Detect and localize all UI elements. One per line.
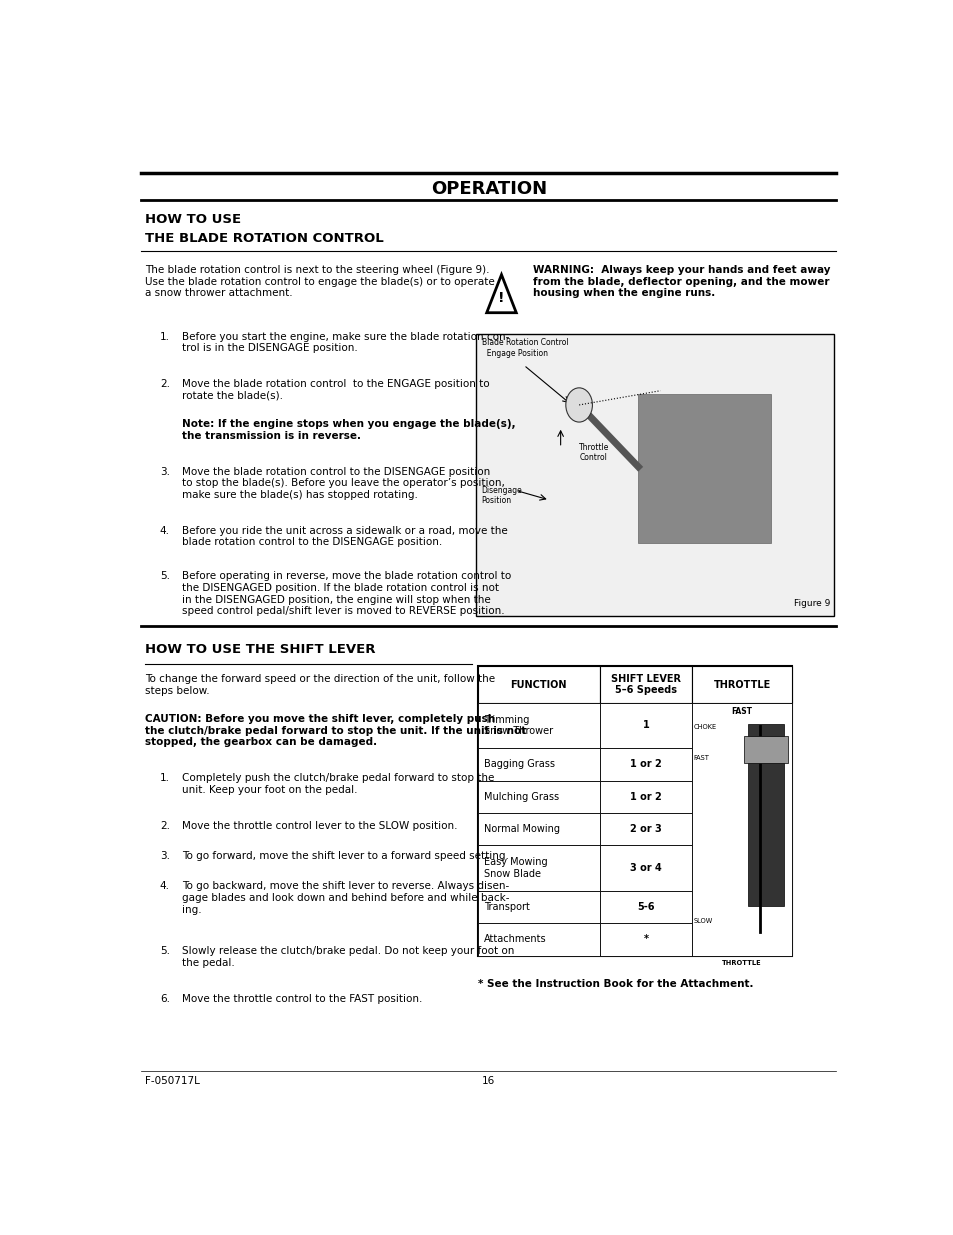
Circle shape [565, 388, 592, 422]
Text: F-050717L: F-050717L [145, 1077, 200, 1087]
Text: 5.: 5. [160, 946, 170, 956]
Text: 1 or 2: 1 or 2 [630, 792, 661, 802]
Bar [477, 703, 599, 748]
Bar [477, 890, 599, 924]
Text: 5.: 5. [160, 572, 170, 582]
Text: THROTTLE: THROTTLE [713, 679, 770, 689]
Text: SHIFT LEVER
5–6 Speeds: SHIFT LEVER 5–6 Speeds [610, 674, 680, 695]
Text: 4.: 4. [160, 882, 170, 892]
Text: To change the forward speed or the direction of the unit, follow the
steps below: To change the forward speed or the direc… [145, 674, 495, 695]
Text: SLOW: SLOW [693, 918, 712, 924]
Text: Before you start the engine, make sure the blade rotation con-
trol is in the DI: Before you start the engine, make sure t… [182, 332, 509, 353]
Text: The blade rotation control is next to the steering wheel (Figure 9).
Use the bla: The blade rotation control is next to th… [145, 266, 495, 299]
Text: FAST: FAST [693, 755, 709, 761]
Text: Trimming
Snow Thrower: Trimming Snow Thrower [483, 715, 553, 736]
Bar [535, 372, 807, 597]
Bar [599, 890, 692, 924]
Text: CAUTION: Before you move the shift lever, completely push
the clutch/brake pedal: CAUTION: Before you move the shift lever… [145, 714, 526, 747]
Bar [599, 813, 692, 845]
Text: Move the blade rotation control to the DISENGAGE position
to stop the blade(s). : Move the blade rotation control to the D… [182, 467, 504, 500]
Text: Transport: Transport [483, 902, 529, 913]
Text: 16: 16 [482, 1077, 495, 1087]
Text: WARNING:  Always keep your hands and feet away
from the blade, deflector opening: WARNING: Always keep your hands and feet… [532, 266, 829, 299]
Text: 3.: 3. [160, 851, 170, 861]
Text: *: * [643, 935, 648, 945]
Bar [743, 736, 787, 762]
Text: Figure 9: Figure 9 [793, 599, 830, 609]
Text: 1.: 1. [160, 332, 170, 342]
Text: Move the throttle control lever to the SLOW position.: Move the throttle control lever to the S… [182, 820, 457, 830]
Text: 2.: 2. [160, 379, 170, 389]
Text: 2 or 3: 2 or 3 [630, 824, 661, 834]
Text: Completely push the clutch/brake pedal forward to stop the
unit. Keep your foot : Completely push the clutch/brake pedal f… [182, 773, 494, 794]
Text: 4.: 4. [160, 526, 170, 536]
Bar [599, 781, 692, 813]
Text: Attachments: Attachments [483, 935, 546, 945]
Text: FAST: FAST [731, 708, 752, 716]
Text: THROTTLE: THROTTLE [721, 961, 761, 966]
Text: 3.: 3. [160, 467, 170, 477]
Bar [477, 667, 791, 956]
Text: Before you ride the unit across a sidewalk or a road, move the
blade rotation co: Before you ride the unit across a sidewa… [182, 526, 507, 547]
Text: * See the Instruction Book for the Attachment.: * See the Instruction Book for the Attac… [477, 979, 753, 989]
Bar [477, 924, 599, 956]
Bar [477, 813, 599, 845]
Bar [692, 667, 791, 703]
Bar [599, 845, 692, 890]
Text: Normal Mowing: Normal Mowing [483, 824, 559, 834]
Text: 2.: 2. [160, 820, 170, 830]
Text: Mulching Grass: Mulching Grass [483, 792, 558, 802]
Text: HOW TO USE THE SHIFT LEVER: HOW TO USE THE SHIFT LEVER [145, 642, 375, 656]
Text: HOW TO USE: HOW TO USE [145, 212, 241, 226]
Text: 5-6: 5-6 [637, 902, 654, 913]
Text: 6.: 6. [160, 994, 170, 1004]
Text: OPERATION: OPERATION [431, 179, 546, 198]
Bar [599, 748, 692, 781]
Bar [477, 748, 599, 781]
Bar [638, 394, 771, 543]
Bar [477, 781, 599, 813]
Text: 1.: 1. [160, 773, 170, 783]
Text: 1 or 2: 1 or 2 [630, 760, 661, 769]
Bar [599, 703, 692, 748]
Text: CHOKE: CHOKE [693, 724, 716, 730]
Text: 1: 1 [642, 720, 649, 730]
Text: Blade Rotation Control
  Engage Position: Blade Rotation Control Engage Position [481, 338, 568, 358]
Text: Move the blade rotation control  to the ENGAGE position to
rotate the blade(s).: Move the blade rotation control to the E… [182, 379, 489, 401]
Text: !: ! [497, 291, 504, 305]
Text: Throttle
Control: Throttle Control [578, 443, 609, 462]
Bar [599, 667, 692, 703]
Text: Move the throttle control to the FAST position.: Move the throttle control to the FAST po… [182, 994, 422, 1004]
Bar [477, 845, 599, 890]
Text: Easy Mowing
Snow Blade: Easy Mowing Snow Blade [483, 857, 547, 879]
Bar [477, 667, 599, 703]
Text: Disengage
Position: Disengage Position [481, 485, 521, 505]
Text: To go forward, move the shift lever to a forward speed setting.: To go forward, move the shift lever to a… [182, 851, 509, 861]
Text: Bagging Grass: Bagging Grass [483, 760, 554, 769]
Text: FUNCTION: FUNCTION [510, 679, 566, 689]
Text: Slowly release the clutch/brake pedal. Do not keep your foot on
the pedal.: Slowly release the clutch/brake pedal. D… [182, 946, 514, 968]
Text: Note: If the engine stops when you engage the blade(s),
the transmission is in r: Note: If the engine stops when you engag… [182, 419, 516, 441]
Bar [476, 333, 833, 616]
Bar [692, 703, 791, 956]
Bar [599, 924, 692, 956]
Text: THE BLADE ROTATION CONTROL: THE BLADE ROTATION CONTROL [145, 232, 383, 245]
Text: Before operating in reverse, move the blade rotation control to
the DISENGAGED p: Before operating in reverse, move the bl… [182, 572, 511, 616]
Text: To go backward, move the shift lever to reverse. Always disen-
gage blades and l: To go backward, move the shift lever to … [182, 882, 509, 915]
Bar [747, 724, 783, 905]
Text: 3 or 4: 3 or 4 [630, 863, 661, 873]
